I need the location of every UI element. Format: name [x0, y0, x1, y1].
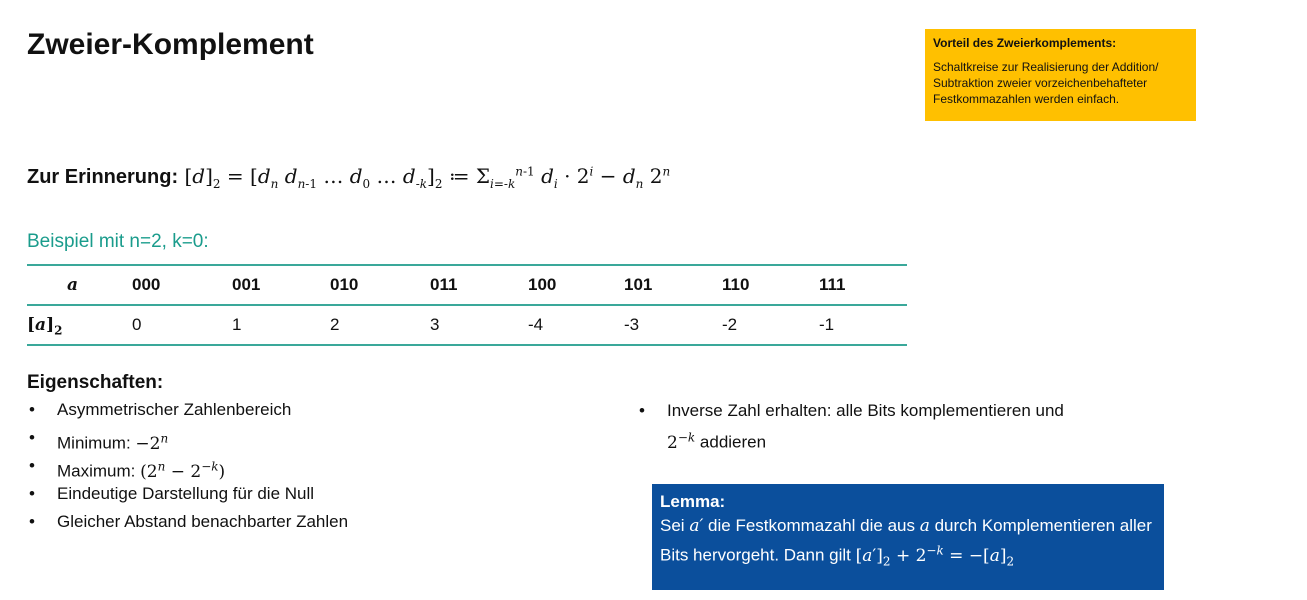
slide-title: Zweier-Komplement: [27, 28, 314, 61]
lemma-box: Lemma: Sei a′ die Festkommazahl die aus …: [652, 484, 1164, 590]
example-table: a 000 001 010 011 100 101 110 111 [a]2 0 1 2 3 -4 -3…: [27, 264, 907, 346]
bit-pattern-cell: 001: [232, 275, 261, 294]
list-item: Maximum: (2n − 2−k): [27, 454, 348, 482]
bit-pattern-cell: 010: [330, 275, 359, 294]
list-item: Inverse Zahl erhalten: alle Bits komplem…: [637, 398, 1197, 456]
min-label: Minimum:: [57, 433, 131, 453]
table-row: [a]2 0 1 2 3 -4 -3 -2 -1: [27, 304, 907, 344]
bit-pattern-cell: 111: [819, 275, 846, 294]
lemma-text: durch Komplementieren aller Bits hervorg…: [660, 516, 1152, 565]
max-label: Maximum:: [57, 461, 136, 481]
formula-expression: [d]2 = [dn dn-1 … d0 … d-k]2 ≔ Σi=-kn-1 …: [184, 164, 671, 191]
value-cell: 3: [430, 315, 440, 334]
value-cell: 1: [232, 315, 242, 334]
reminder-formula: Zur Erinnerung: [d]2 = [dn dn-1 … d0 … d…: [27, 164, 671, 191]
lemma-heading: Lemma:: [660, 492, 726, 511]
note-text: Schaltkreise zur Realisierung der Additi…: [933, 60, 1159, 106]
list-item: Asymmetrischer Zahlenbereich: [27, 398, 348, 426]
note-heading: Vorteil des Zweierkomplements:: [933, 36, 1117, 50]
properties-list: Asymmetrischer Zahlenbereich Minimum: −2…: [27, 398, 348, 538]
value-cell: 0: [132, 315, 142, 334]
value-label: [a]2: [27, 315, 63, 338]
list-item: Gleicher Abstand benachbarter Zahlen: [27, 510, 348, 538]
properties-heading: Eigenschaften:: [27, 372, 164, 393]
value-cell: -3: [624, 315, 640, 334]
bit-pattern-cell: 000: [132, 275, 161, 294]
list-item: Minimum: −2n: [27, 426, 348, 454]
lemma-text: Sei: [660, 516, 685, 535]
value-cell: -2: [722, 315, 738, 334]
value-cell: 2: [330, 315, 340, 334]
formula-label: Zur Erinnerung: [27, 166, 172, 188]
value-cell: -4: [528, 315, 544, 334]
table-header-row: a 000 001 010 011 100 101 110 111: [27, 266, 907, 304]
bit-pattern-cell: 101: [624, 275, 653, 294]
inverse-text-2: addieren: [699, 432, 767, 452]
bit-pattern-cell: 100: [528, 275, 557, 294]
lemma-text: die Festkommazahl die aus: [708, 516, 915, 535]
value-cell: -1: [819, 315, 835, 334]
inverse-list: Inverse Zahl erhalten: alle Bits komplem…: [637, 398, 1197, 456]
bit-pattern-cell: 011: [430, 275, 458, 294]
bit-pattern-cell: 110: [722, 275, 750, 294]
example-label: Beispiel mit n=2, k=0:: [27, 231, 209, 252]
advantage-note: Vorteil des Zweierkomplements: Schaltkre…: [925, 29, 1196, 121]
header-label: a: [67, 275, 79, 295]
inverse-text: Inverse Zahl erhalten: alle Bits komplem…: [667, 401, 1064, 420]
list-item: Eindeutige Darstellung für die Null: [27, 482, 348, 510]
